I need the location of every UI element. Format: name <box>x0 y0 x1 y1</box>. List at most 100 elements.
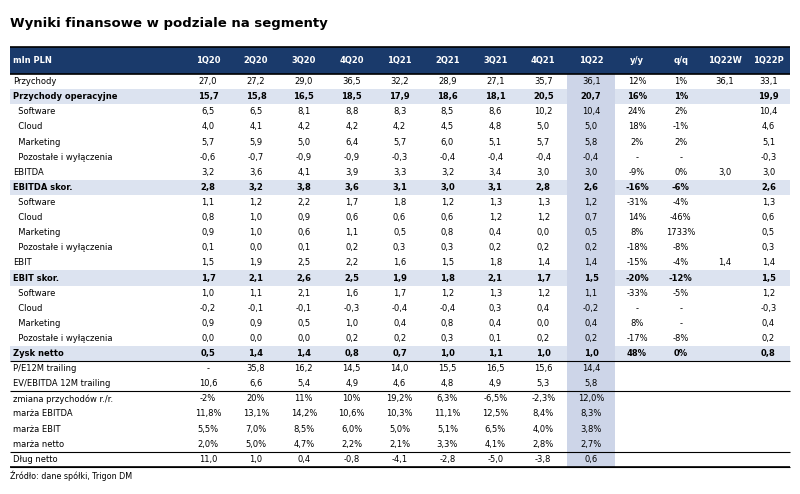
Bar <box>567 316 615 331</box>
Text: 5,5%: 5,5% <box>198 424 218 434</box>
Text: 12%: 12% <box>628 77 646 86</box>
Text: 1,3: 1,3 <box>537 198 550 207</box>
Text: -0,3: -0,3 <box>760 304 777 313</box>
Text: 6,0: 6,0 <box>441 137 454 147</box>
Text: 14,5: 14,5 <box>342 364 361 373</box>
Text: 2,7%: 2,7% <box>581 440 602 449</box>
Text: 27,0: 27,0 <box>198 77 218 86</box>
Text: Pozostałe i wyłączenia: Pozostałe i wyłączenia <box>13 334 112 343</box>
Text: 3,2: 3,2 <box>202 168 214 177</box>
Text: 14,0: 14,0 <box>390 364 409 373</box>
Text: -8%: -8% <box>673 334 689 343</box>
Bar <box>10 225 790 240</box>
Text: 20,7: 20,7 <box>581 92 602 101</box>
Text: y/y: y/y <box>630 56 644 65</box>
Text: 17,9: 17,9 <box>390 92 410 101</box>
Text: EBIT skor.: EBIT skor. <box>13 274 59 283</box>
Text: EBITDA: EBITDA <box>13 168 43 177</box>
Text: 5,1: 5,1 <box>762 137 775 147</box>
Text: 19,2%: 19,2% <box>386 394 413 404</box>
Text: 0,2: 0,2 <box>537 244 550 252</box>
Text: 1Q22W: 1Q22W <box>708 56 742 65</box>
Text: Zysk netto: Zysk netto <box>13 349 63 358</box>
Text: 16,2: 16,2 <box>294 364 313 373</box>
Bar <box>10 452 790 467</box>
Bar <box>10 331 790 346</box>
Text: 1,2: 1,2 <box>250 198 262 207</box>
Text: -6%: -6% <box>672 183 690 192</box>
Text: 0,0: 0,0 <box>250 334 262 343</box>
Text: Pozostałe i wyłączenia: Pozostałe i wyłączenia <box>13 244 112 252</box>
Text: 2%: 2% <box>674 107 687 117</box>
Text: 1,2: 1,2 <box>441 198 454 207</box>
Text: 1,5: 1,5 <box>584 274 598 283</box>
Text: 0,4: 0,4 <box>537 304 550 313</box>
Bar <box>567 104 615 120</box>
Text: 27,1: 27,1 <box>486 77 505 86</box>
Text: 0,0: 0,0 <box>537 228 550 237</box>
Text: mln PLN: mln PLN <box>13 56 52 65</box>
Text: -2,8: -2,8 <box>439 455 456 464</box>
Text: -17%: -17% <box>626 334 648 343</box>
Text: 13,1%: 13,1% <box>242 410 269 418</box>
Text: 27,2: 27,2 <box>246 77 265 86</box>
Text: 0,0: 0,0 <box>298 334 310 343</box>
Bar <box>10 89 790 104</box>
Text: 0,4: 0,4 <box>298 455 310 464</box>
Text: 1,2: 1,2 <box>441 288 454 297</box>
Bar <box>10 437 790 452</box>
Text: 4,6: 4,6 <box>393 379 406 388</box>
Bar <box>567 225 615 240</box>
Text: zmiana przychodów r./r.: zmiana przychodów r./r. <box>13 394 113 404</box>
Text: 4,2: 4,2 <box>345 123 358 131</box>
Text: 1,8: 1,8 <box>393 198 406 207</box>
Text: 1,0: 1,0 <box>202 288 214 297</box>
Text: 0%: 0% <box>674 349 688 358</box>
Text: 4,2: 4,2 <box>393 123 406 131</box>
Text: 10%: 10% <box>342 394 361 404</box>
Text: 1,2: 1,2 <box>762 288 775 297</box>
Text: 8,4%: 8,4% <box>533 410 554 418</box>
Text: 1,6: 1,6 <box>345 288 358 297</box>
Text: 8,5: 8,5 <box>441 107 454 117</box>
Text: 10,6: 10,6 <box>198 379 218 388</box>
Text: -0,4: -0,4 <box>439 153 455 162</box>
Text: 8,3%: 8,3% <box>581 410 602 418</box>
Text: 2,0%: 2,0% <box>198 440 218 449</box>
Text: 6,5%: 6,5% <box>485 424 506 434</box>
Bar <box>567 286 615 301</box>
Text: 3,1: 3,1 <box>488 183 503 192</box>
Bar <box>10 180 790 195</box>
Text: 6,5: 6,5 <box>202 107 214 117</box>
Bar <box>10 104 790 120</box>
Text: 5,0: 5,0 <box>298 137 310 147</box>
Text: 11,0: 11,0 <box>199 455 218 464</box>
Text: 5,1%: 5,1% <box>437 424 458 434</box>
Text: 1Q22P: 1Q22P <box>753 56 784 65</box>
Text: 1,0: 1,0 <box>250 213 262 222</box>
Text: -6,5%: -6,5% <box>483 394 507 404</box>
Text: 1,4: 1,4 <box>585 258 598 267</box>
Text: 2,8: 2,8 <box>201 183 215 192</box>
Text: -31%: -31% <box>626 198 648 207</box>
Text: 4Q20: 4Q20 <box>339 56 364 65</box>
Text: 18,6: 18,6 <box>437 92 458 101</box>
Text: 1,0: 1,0 <box>345 319 358 328</box>
Text: 35,8: 35,8 <box>246 364 266 373</box>
Text: 0,4: 0,4 <box>585 319 598 328</box>
Text: 1,0: 1,0 <box>440 349 455 358</box>
Text: 1%: 1% <box>674 77 687 86</box>
Text: -16%: -16% <box>625 183 649 192</box>
Text: 20,5: 20,5 <box>533 92 554 101</box>
Text: 6,5: 6,5 <box>250 107 262 117</box>
Text: -12%: -12% <box>669 274 693 283</box>
Bar <box>10 407 790 421</box>
Text: Przychody: Przychody <box>13 77 56 86</box>
Bar <box>10 150 790 165</box>
Text: 0,6: 0,6 <box>441 213 454 222</box>
Text: 0,2: 0,2 <box>345 334 358 343</box>
Text: 12,5%: 12,5% <box>482 410 509 418</box>
Text: 1Q21: 1Q21 <box>387 56 412 65</box>
Text: 5,8: 5,8 <box>585 379 598 388</box>
Bar <box>567 240 615 255</box>
